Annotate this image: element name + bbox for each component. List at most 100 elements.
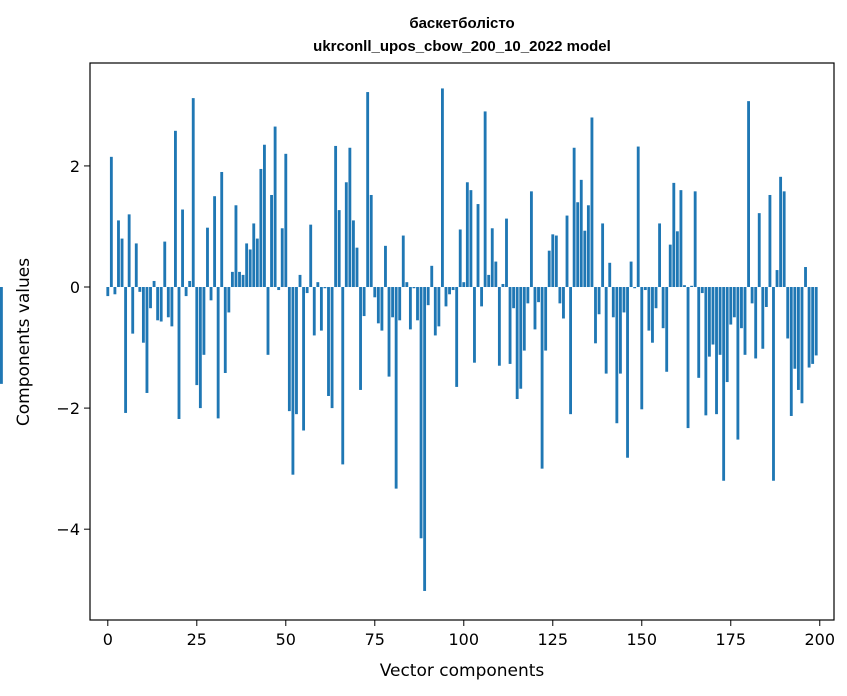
bar-93 [437,287,441,327]
bar-176 [732,287,736,318]
bar-119 [529,191,533,288]
bar-8 [134,243,138,288]
bar-156 [661,287,665,329]
bar-52 [291,287,295,475]
bar-6 [127,214,131,288]
x-tick-label: 50 [276,630,296,649]
bar-99 [458,229,462,288]
bar-182 [754,287,758,359]
bar-136 [590,117,594,288]
bar-54 [298,274,302,288]
bar-45 [266,287,270,355]
bar-186 [768,194,772,288]
bar-177 [736,287,740,440]
bar-65 [337,210,341,288]
bar-185 [764,287,768,307]
bar-106 [483,111,487,288]
bar-11 [145,287,149,393]
bar-167 [700,287,704,294]
y-tick-label: −4 [56,520,80,539]
bars-group [0,88,818,591]
x-tick-label: 100 [449,630,480,649]
bar-88 [419,287,423,539]
bar-70 [355,247,359,288]
bar-137 [594,287,597,344]
bar-155 [658,223,661,288]
bar-120 [533,287,537,330]
bar-20 [177,287,181,419]
bar-31 [216,287,220,419]
bar-81 [394,287,398,489]
bar-90 [426,287,430,306]
bar-112 [505,218,508,288]
bar-144 [618,287,622,374]
x-tick-label: 125 [538,630,569,649]
bar-129 [565,215,569,288]
plot-frame [89,62,835,621]
bar-184 [761,287,765,349]
bar-122 [540,287,544,469]
bar-42 [255,238,259,288]
bar-131 [572,147,576,288]
bar-194 [796,287,800,390]
bar-127 [558,287,562,304]
bar-85 [408,287,412,330]
bar-82 [398,287,402,321]
bar-57 [309,224,313,288]
bar-40 [248,249,252,288]
bar-103 [473,287,476,363]
bar-75 [373,287,377,298]
bar-197 [807,287,811,368]
bar-80 [391,287,395,318]
bar-102 [469,190,473,288]
bar-17 [166,287,170,318]
x-axis-label: Vector components [380,661,545,681]
y-tick-label: −2 [56,399,80,418]
bar-121 [537,287,540,303]
bar-146 [626,287,629,458]
bar-28 [206,227,209,288]
bar-196 [804,267,807,288]
bar-154 [654,287,658,309]
bar-188 [775,270,779,288]
bar-95 [444,287,448,307]
bar-178 [740,287,743,329]
bar-126 [554,235,558,288]
bar-84 [405,282,409,288]
bar-183 [757,213,761,288]
bar-116 [519,287,523,389]
bar-67 [344,182,348,288]
bar-187 [772,287,775,481]
bar-48 [277,287,281,291]
bar-71 [359,287,362,390]
bar-152 [647,287,651,331]
x-tick-label: 200 [804,630,835,649]
bar-100 [462,282,466,288]
bar-179 [743,287,747,355]
bar-92 [433,287,437,336]
bar-50 [284,153,288,288]
bar-125 [551,234,555,288]
y-axis-ticks: −4 −2 0 2 [56,157,90,539]
bar-142 [611,287,615,318]
bar-133 [579,179,583,288]
bar-162 [683,285,686,288]
bar-110 [497,287,501,366]
x-tick-label: 150 [626,630,657,649]
bar-10 [141,287,145,343]
bar-87 [416,287,419,321]
bar-62 [327,287,330,396]
bar-79 [387,287,391,377]
bar-130 [569,287,572,415]
bar-41 [252,223,256,288]
bar-1 [109,156,113,288]
bar-68 [348,147,352,288]
bar-138 [597,287,601,315]
bar-161 [679,190,683,288]
chart-title-line2: ukrconll_upos_cbow_200_10_2022 model [313,38,611,55]
bar-25 [195,287,199,386]
x-axis-ticks: 0 25 50 75 100 125 150 175 200 [103,620,835,649]
bar-4 [120,238,124,288]
bar-173 [722,287,726,481]
bar-43 [259,168,263,288]
